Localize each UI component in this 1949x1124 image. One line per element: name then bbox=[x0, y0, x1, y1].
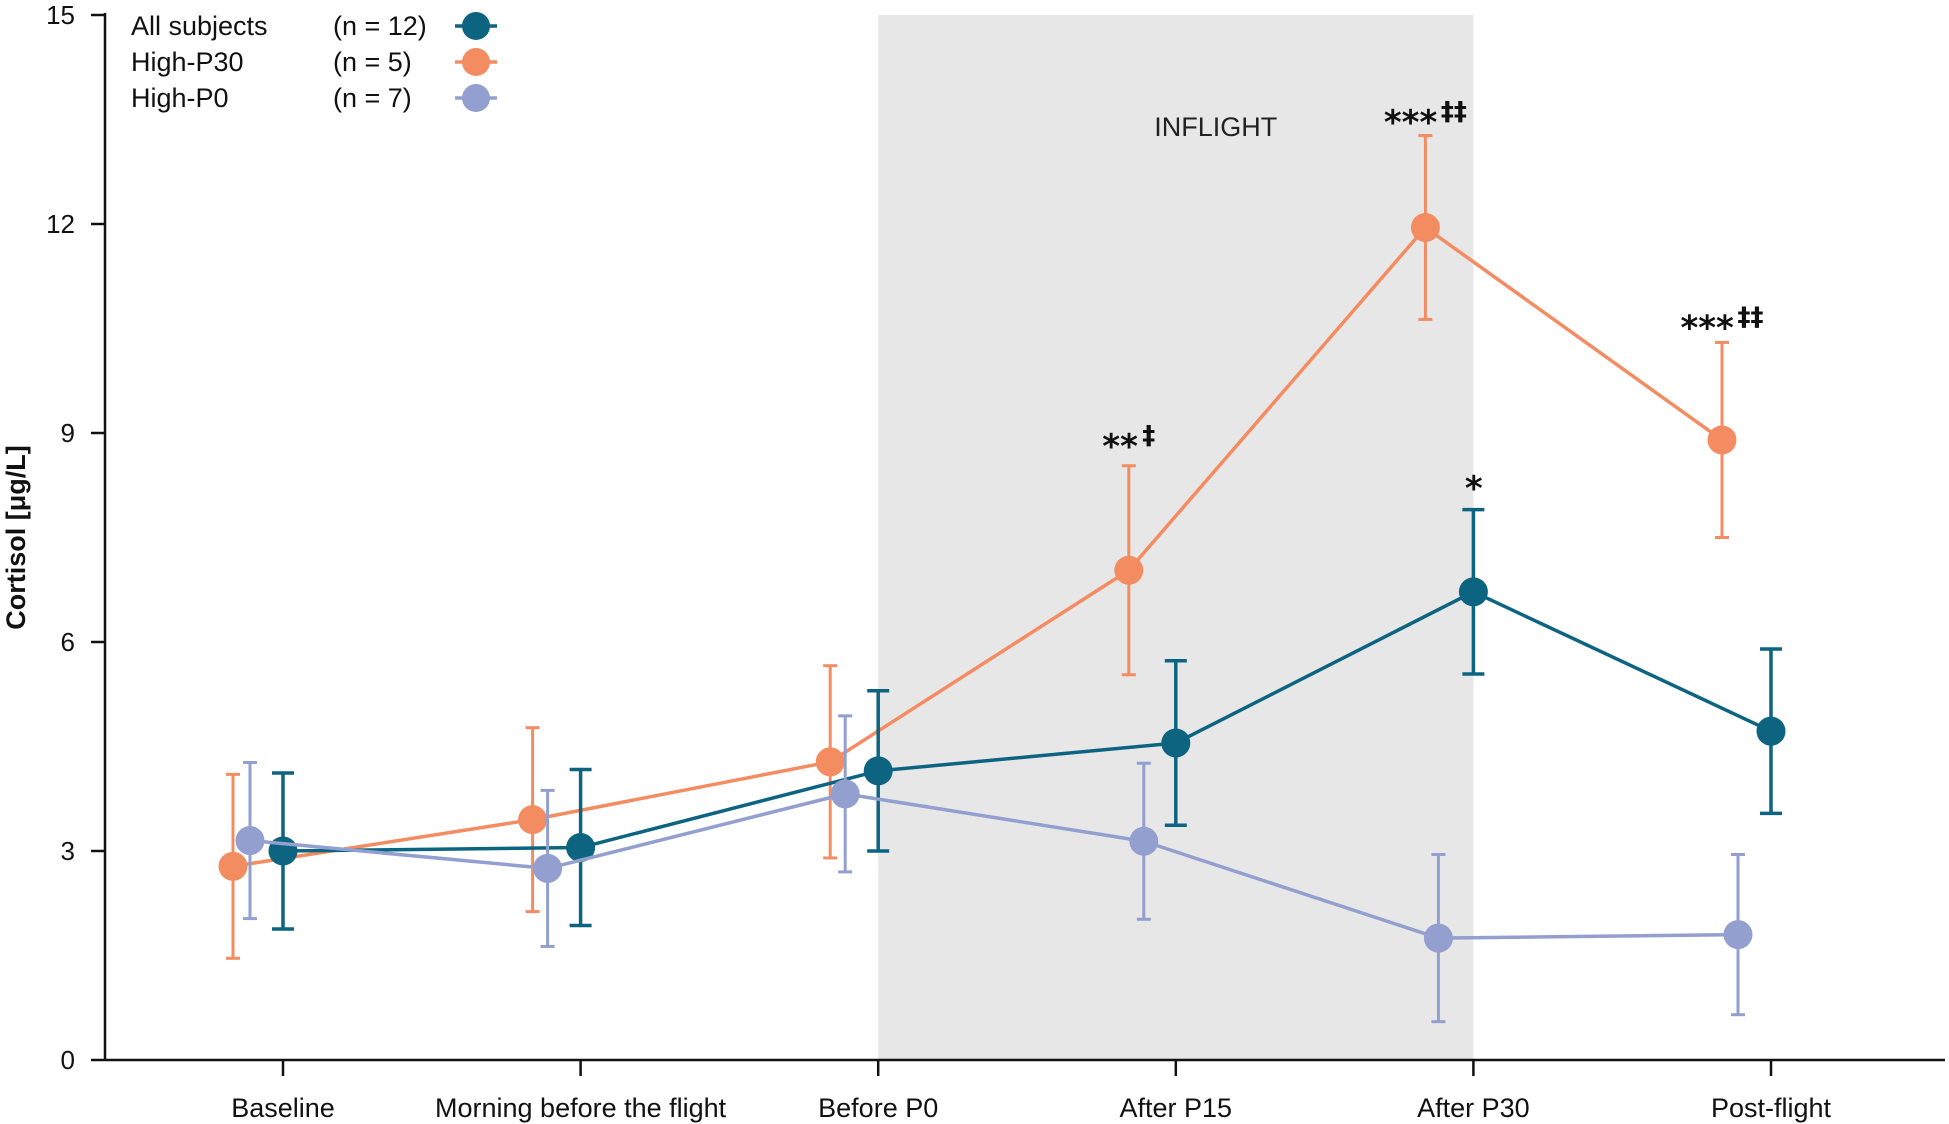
legend-label: High-P0 bbox=[131, 83, 229, 113]
data-point bbox=[1129, 826, 1159, 856]
x-tick-label: After P30 bbox=[1417, 1093, 1530, 1123]
legend-item-all-subjects: All subjects (n = 12) bbox=[131, 11, 497, 41]
y-tick-label: 0 bbox=[61, 1045, 75, 1075]
significance-daggers: ‡‡ bbox=[1441, 97, 1467, 127]
significance-stars: *** bbox=[1681, 309, 1735, 349]
inflight-label: INFLIGHT bbox=[1154, 112, 1277, 142]
legend-marker bbox=[462, 48, 490, 76]
data-point bbox=[1723, 920, 1753, 950]
legend-item-high-p30: High-P30 (n = 5) bbox=[131, 47, 497, 77]
legend-layer: All subjects (n = 12)High-P30 (n = 5)High-… bbox=[131, 11, 497, 113]
x-tick-label: Morning before the flight bbox=[435, 1093, 727, 1123]
series-high-p30 bbox=[218, 134, 1737, 960]
significance-annotation: ** ‡ bbox=[1102, 421, 1155, 467]
inflight-region bbox=[878, 15, 1474, 1060]
data-point bbox=[1458, 577, 1488, 607]
data-point bbox=[1161, 728, 1191, 758]
x-tick-label: Post-flight bbox=[1711, 1093, 1832, 1123]
x-tick-label: After P15 bbox=[1120, 1093, 1233, 1123]
data-point bbox=[1423, 923, 1453, 953]
data-point bbox=[1756, 716, 1786, 746]
legend-marker bbox=[462, 84, 490, 112]
series-layer bbox=[218, 134, 1786, 1024]
series-line bbox=[232, 225, 1724, 869]
legend-label: All subjects bbox=[131, 11, 268, 41]
legend-marker bbox=[462, 12, 490, 40]
series-all-subjects bbox=[268, 507, 1786, 931]
significance-stars: ** bbox=[1102, 427, 1138, 467]
significance-annotation: *** ‡‡ bbox=[1681, 303, 1764, 349]
data-point bbox=[815, 747, 845, 777]
annotation-layer: ** ‡*** ‡‡*** ‡‡* bbox=[1102, 97, 1763, 509]
data-point bbox=[268, 836, 298, 866]
y-tick-label: 15 bbox=[46, 0, 75, 30]
series-high-p0 bbox=[235, 714, 1753, 1024]
x-tick-label: Before P0 bbox=[818, 1093, 938, 1123]
significance-stars: * bbox=[1465, 469, 1483, 509]
legend-n-label: (n = 12) bbox=[333, 11, 427, 41]
y-axis-title: Cortisol [μg/L] bbox=[1, 445, 31, 630]
data-point bbox=[518, 805, 548, 835]
series-line bbox=[249, 792, 1739, 940]
y-tick-label: 6 bbox=[61, 627, 75, 657]
data-point bbox=[1707, 425, 1737, 455]
legend-n-label: (n = 5) bbox=[333, 47, 412, 77]
data-point bbox=[533, 853, 563, 883]
legend-label: High-P30 bbox=[131, 47, 244, 77]
y-tick-label: 12 bbox=[46, 209, 75, 239]
data-point bbox=[830, 779, 860, 809]
data-point bbox=[235, 826, 265, 856]
significance-stars: *** bbox=[1384, 103, 1438, 143]
legend-n-label: (n = 7) bbox=[333, 83, 412, 113]
shaded-region-layer: INFLIGHT bbox=[878, 15, 1474, 1060]
series-line bbox=[282, 590, 1772, 853]
legend-item-high-p0: High-P0 (n = 7) bbox=[131, 83, 497, 113]
data-point bbox=[218, 851, 248, 881]
significance-daggers: ‡‡ bbox=[1738, 303, 1764, 333]
y-tick-label: 9 bbox=[61, 418, 75, 448]
data-point bbox=[863, 756, 893, 786]
significance-annotation: *** ‡‡ bbox=[1384, 97, 1467, 143]
significance-daggers: ‡ bbox=[1142, 421, 1155, 451]
data-point bbox=[1114, 555, 1144, 585]
data-point bbox=[1410, 212, 1440, 242]
significance-annotation: * bbox=[1465, 469, 1483, 509]
data-point bbox=[566, 833, 596, 863]
x-tick-label: Baseline bbox=[231, 1093, 335, 1123]
y-tick-label: 3 bbox=[61, 836, 75, 866]
